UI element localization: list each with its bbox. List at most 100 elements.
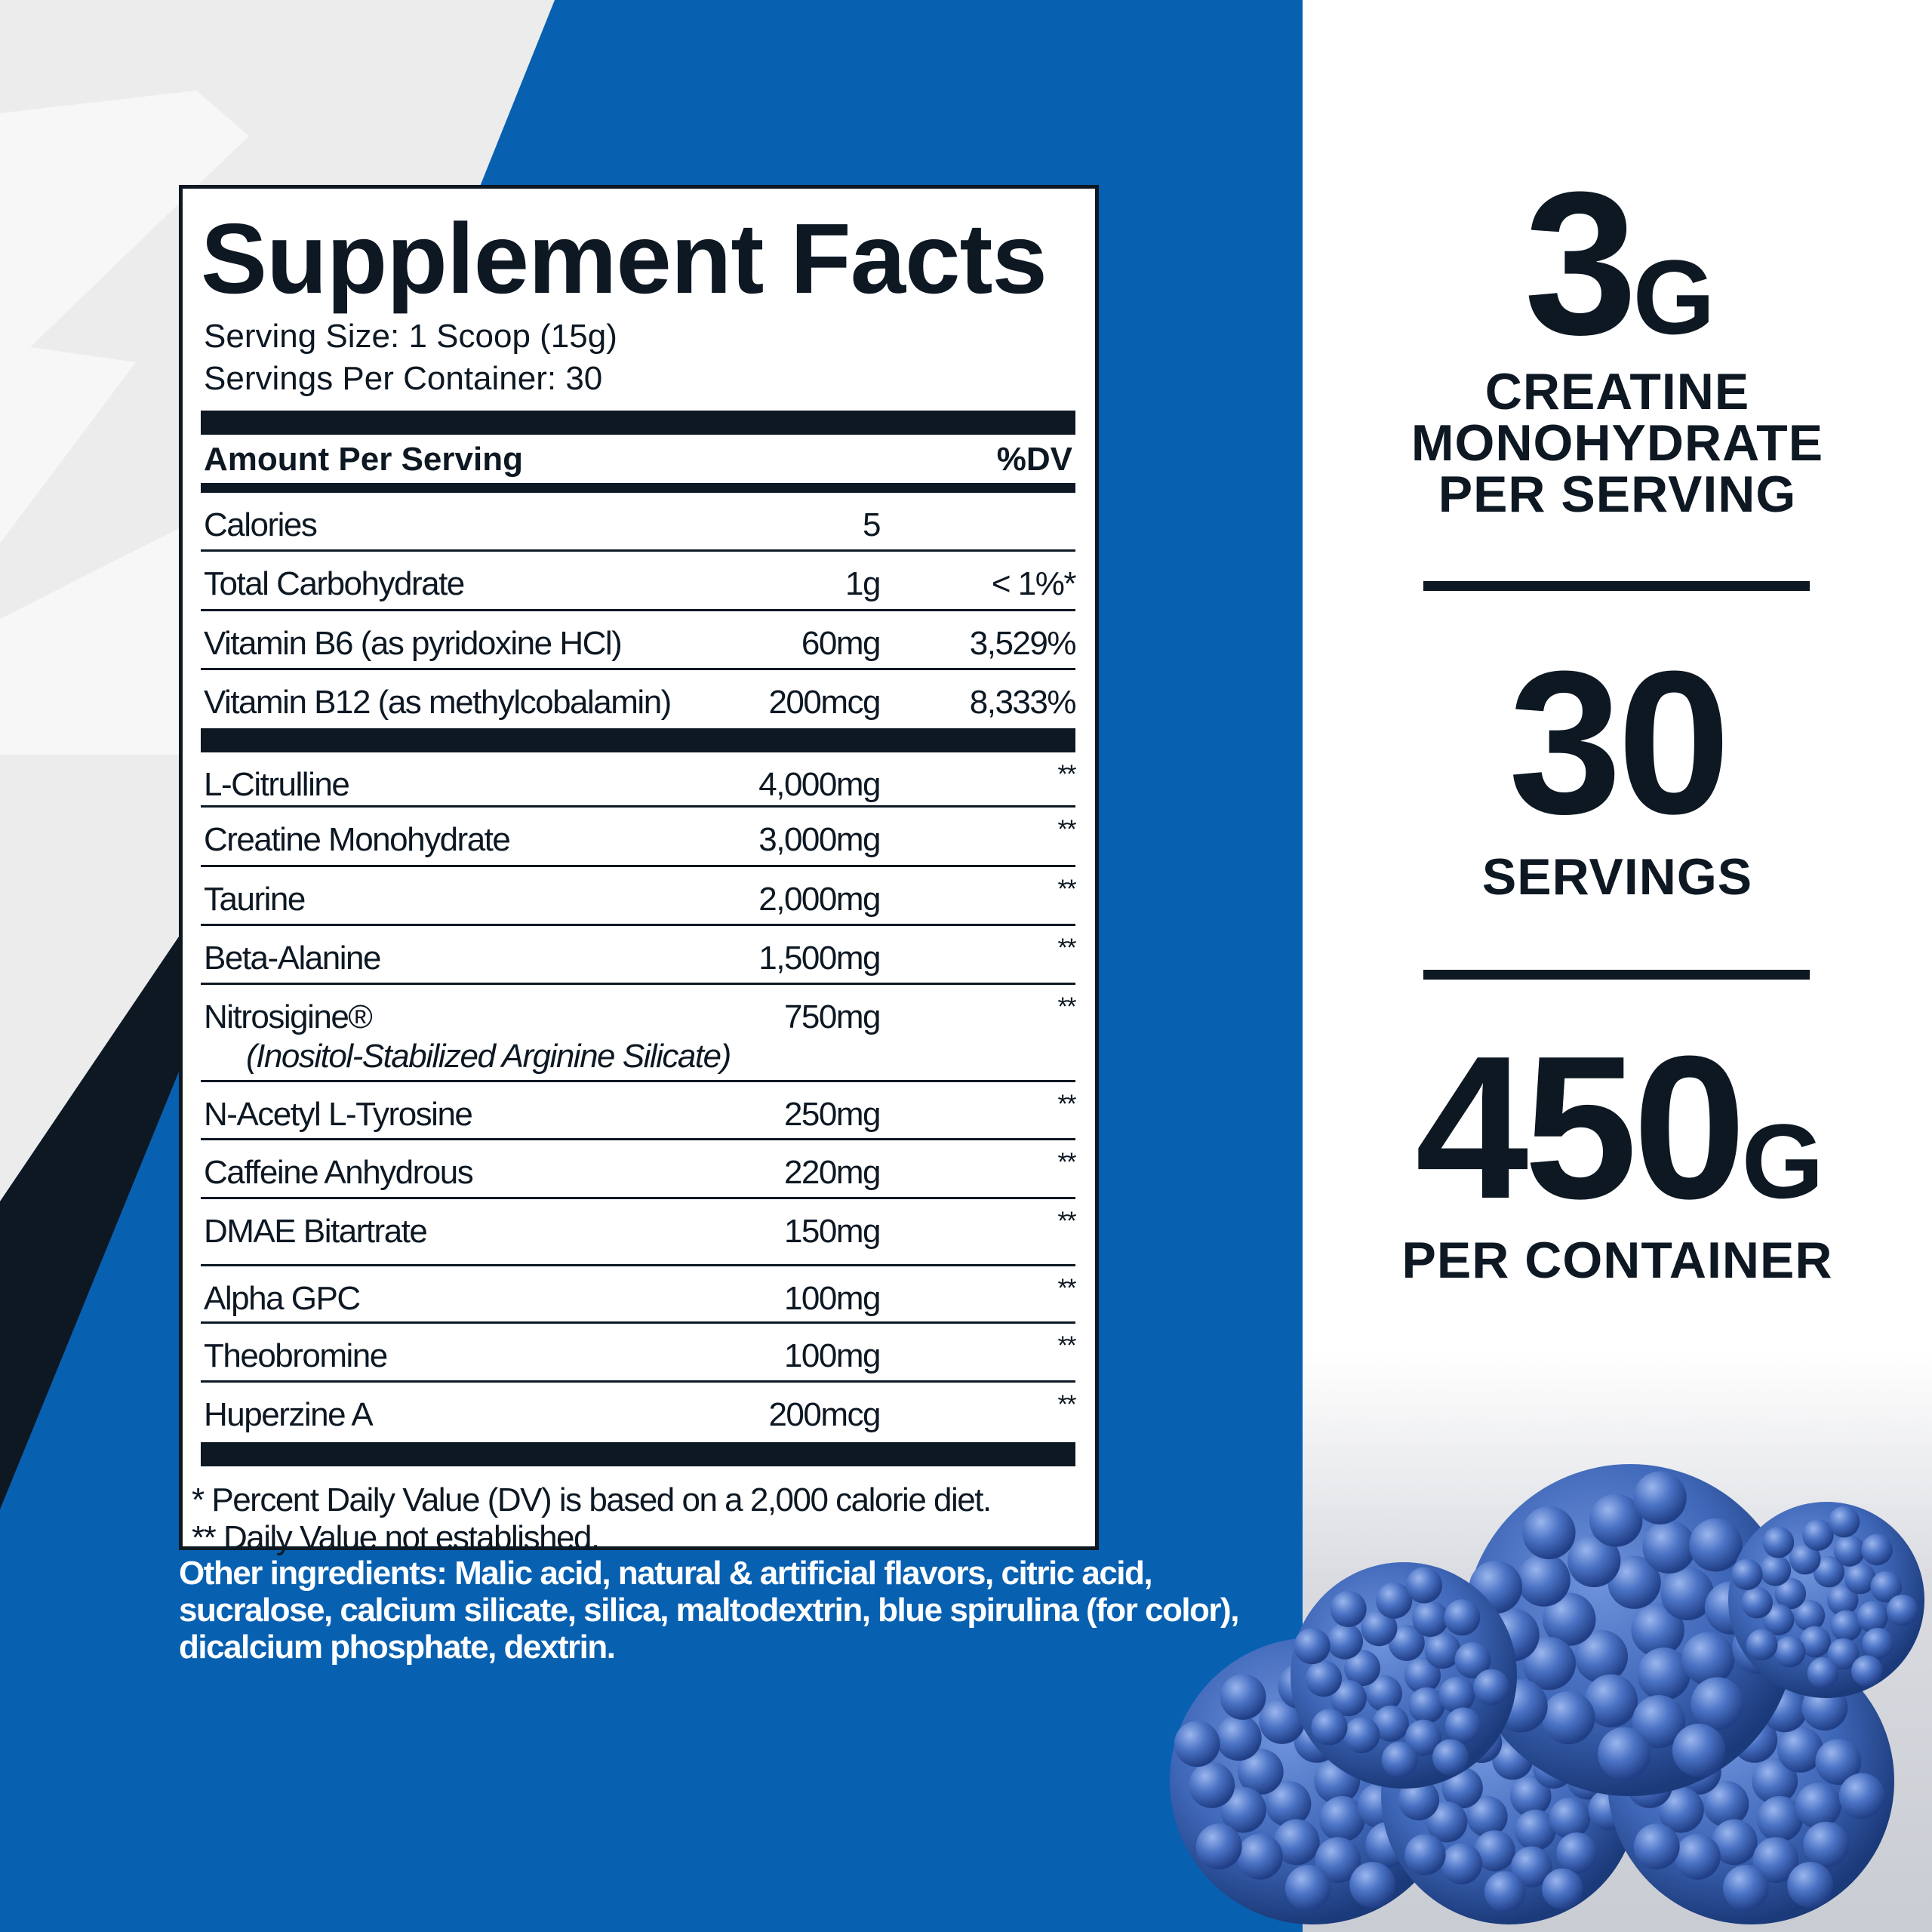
raspberry-drupelet [1813, 1555, 1845, 1588]
raspberry-drupelet [1543, 1592, 1596, 1646]
row-name: L-Citrulline [201, 752, 729, 804]
servings-value: 30 [1508, 629, 1730, 857]
raspberry-drupelet [1632, 1695, 1686, 1749]
row-name: DMAE Bitartrate [201, 1199, 729, 1251]
raspberry-drupelet [1741, 1586, 1773, 1619]
raspberry-drupelet [1404, 1834, 1446, 1875]
row-dv: 3,529% [969, 625, 1077, 662]
raspberry-drupelet [1799, 1626, 1831, 1658]
row-dv: ** [1057, 1148, 1077, 1177]
raspberry-drupelet [1361, 1610, 1398, 1647]
servings-label: SERVINGS [1481, 848, 1753, 906]
raspberry-drupelet [1850, 1655, 1883, 1687]
weight-label: PER CONTAINER [1401, 1232, 1833, 1289]
raspberry-drupelet [1542, 1690, 1595, 1745]
raspberry-drupelet [1330, 1680, 1367, 1717]
raspberry-drupelet [1633, 1823, 1680, 1870]
raspberry-drupelet [1844, 1562, 1876, 1595]
raspberry-drupelet [1294, 1628, 1331, 1665]
row-dv: 8,333% [969, 684, 1077, 721]
table-row: L-Citrulline 4,000mg ** [201, 752, 1077, 808]
raspberry-drupelet [1388, 1624, 1425, 1661]
row-amount: 750mg [783, 998, 881, 1035]
header-dv: %DV [996, 441, 1072, 478]
header-amount-per-serving: Amount Per Serving [204, 441, 523, 478]
logo-stroke-white [0, 528, 179, 755]
row-name-text: N-Acetyl L-Tyrosine [204, 1096, 473, 1133]
table-row: Caffeine Anhydrous 220mg ** [201, 1140, 1077, 1199]
raspberry-drupelet [1746, 1629, 1778, 1661]
raspberry-drupelet [1473, 1669, 1510, 1706]
raspberry-drupelet [1424, 1632, 1461, 1669]
raspberry-drupelet [1330, 1590, 1367, 1627]
table-row: Vitamin B6 (as pyridoxine HCl) 60mg 3,52… [201, 611, 1077, 670]
row-name-text: Theobromine [204, 1337, 388, 1374]
raspberry-drupelet [1861, 1534, 1893, 1566]
raspberry-drupelet [1438, 1676, 1475, 1713]
row-name-text: Total Carbohydrate [204, 565, 465, 602]
servings-per-container: Servings Per Container: 30 [204, 360, 603, 397]
raspberry-drupelet [1637, 1647, 1690, 1701]
table-row: Nitrosigine® (Inositol-Stabilized Arginin… [201, 985, 1077, 1082]
raspberry-drupelet [1759, 1554, 1792, 1586]
raspberry-drupelet [1259, 1698, 1306, 1744]
raspberry-drupelet [1672, 1723, 1726, 1777]
raspberry-drupelet [1584, 1674, 1638, 1727]
row-name: Beta-Alanine [201, 926, 729, 977]
row-name-text: Calories [204, 506, 318, 543]
raspberry-drupelet [1633, 1471, 1687, 1524]
raspberry-drupelet [1398, 1779, 1440, 1821]
raspberry-drupelet [1862, 1627, 1894, 1660]
divider-bar [201, 483, 1075, 493]
row-name-text: DMAE Bitartrate [204, 1213, 428, 1250]
row-amount: 2,000mg [758, 881, 881, 918]
raspberry-drupelet [1660, 1567, 1715, 1620]
divider-rule [1423, 970, 1810, 980]
raspberry-drupelet [1833, 1535, 1866, 1567]
raspberry-drupelet [1777, 1726, 1823, 1773]
row-dv: ** [1057, 760, 1077, 789]
raspberry-drupelet [1220, 1786, 1266, 1833]
row-name-text: Huperzine A [204, 1396, 374, 1433]
table-row: DMAE Bitartrate 150mg ** [201, 1199, 1077, 1266]
row-amount: 200mcg [768, 684, 881, 721]
row-amount: 1,500mg [758, 940, 881, 977]
raspberry-drupelet [1815, 1739, 1862, 1786]
other-ingredients: Other ingredients: Malic acid, natural &… [179, 1555, 1239, 1666]
row-name: Vitamin B6 (as pyridoxine HCl) [201, 611, 729, 663]
row-amount: 220mg [783, 1154, 881, 1191]
raspberry-drupelet [1681, 1632, 1735, 1685]
raspberry-drupelet [1631, 1603, 1684, 1657]
raspberry-drupelet [1826, 1584, 1859, 1616]
raspberry-drupelet [1857, 1601, 1888, 1633]
raspberry-drupelet [1762, 1604, 1795, 1635]
row-name: Caffeine Anhydrous [201, 1140, 729, 1192]
raspberry-drupelet [1444, 1707, 1481, 1744]
raspberry-drupelet [1556, 1832, 1598, 1874]
raspberry-drupelet [1454, 1641, 1491, 1678]
divider-bar [201, 411, 1075, 435]
raspberry-drupelet [1510, 1775, 1552, 1817]
raspberry-drupelet [1730, 1558, 1763, 1591]
raspberry-drupelet [1237, 1749, 1284, 1795]
row-name: Total Carbohydrate [201, 552, 729, 603]
serving-size: Serving Size: 1 Scoop (15g) [204, 318, 617, 355]
table-row: Taurine 2,000mg ** [201, 867, 1077, 926]
raspberry-drupelet [1273, 1819, 1320, 1866]
raspberry-drupelet [1886, 1594, 1918, 1626]
row-amount: 100mg [783, 1280, 881, 1317]
row-dv: ** [1057, 1390, 1077, 1419]
raspberry-drupelet [1319, 1795, 1365, 1842]
raspberry-drupelet [1405, 1567, 1442, 1604]
creatine-unit: G [1632, 238, 1715, 356]
raspberry-drupelet [1517, 1553, 1571, 1607]
raspberry-drupelet [1408, 1687, 1445, 1724]
row-name: Creatine Monohydrate [201, 808, 729, 859]
table-row: Vitamin B12 (as methylcobalamin) 200mcg … [201, 670, 1077, 728]
row-amount: 3,000mg [758, 821, 881, 858]
row-name-text: Creatine Monohydrate [204, 821, 511, 858]
row-name: Huperzine A [201, 1383, 729, 1434]
raspberry-drupelet [1381, 1741, 1418, 1778]
table-row: Alpha GPC 100mg ** [201, 1266, 1077, 1324]
table-row: Total Carbohydrate 1g < 1%* [201, 552, 1077, 611]
